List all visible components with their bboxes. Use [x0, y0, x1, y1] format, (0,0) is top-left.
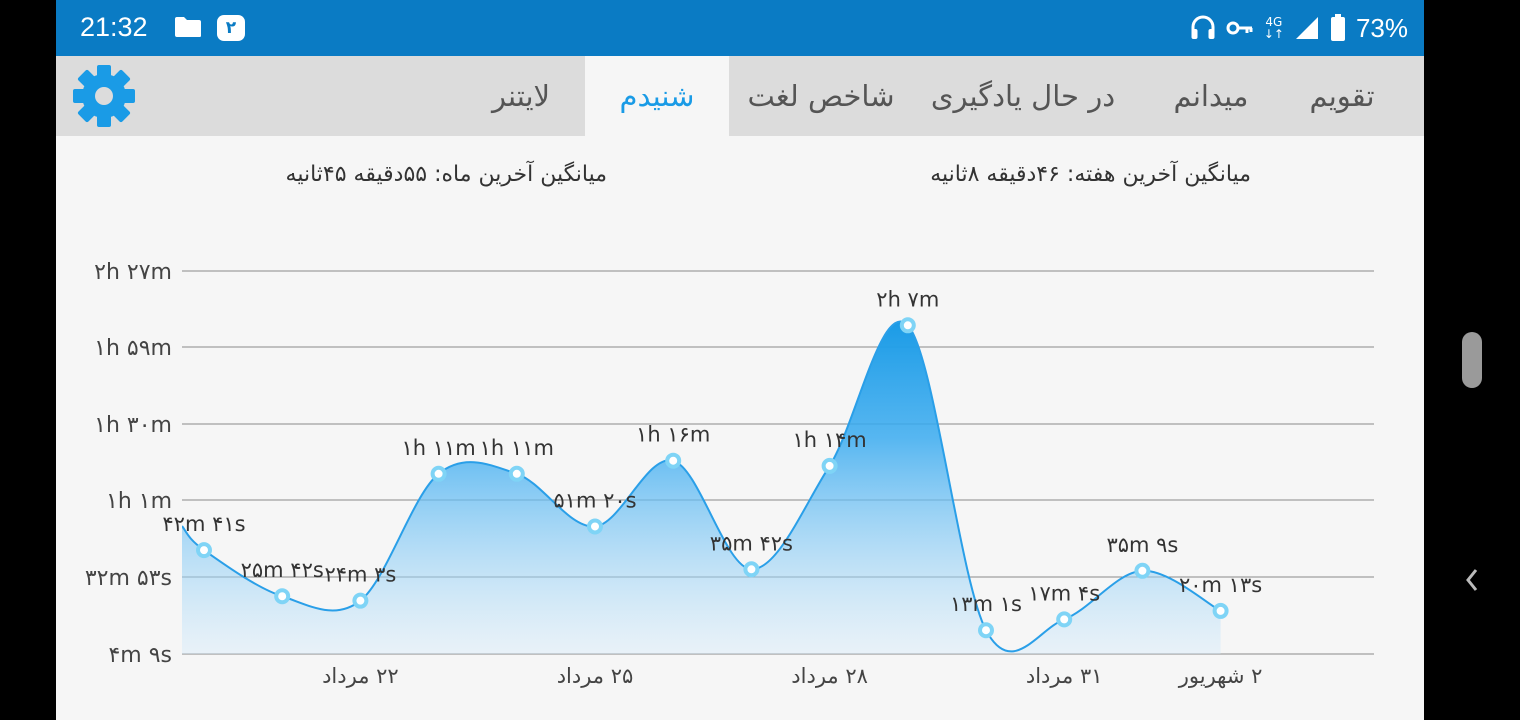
data-point: [352, 592, 369, 609]
data-point: [978, 622, 994, 639]
tab-calendar[interactable]: تقویم: [1309, 79, 1375, 113]
x-tick-label: ۲۵ مرداد: [557, 664, 634, 688]
data-label: ۱۳m ۱s: [950, 592, 1022, 616]
data-point: [274, 588, 291, 605]
y-tick-label: ۲h ۲۷m: [94, 260, 172, 285]
listening-time-chart: ۴m ۹s ۳۲m ۵۳s ۱h ۱m ۱h ۳۰m ۱h ۵۹m ۲h ۲۷m ۲۲ مر…: [85, 260, 1374, 688]
data-label: ۲۴m ۳s: [324, 563, 396, 587]
chevron-left-icon[interactable]: [1462, 566, 1482, 594]
y-tick-label: ۱h ۳۰m: [94, 413, 172, 438]
settings-gear-icon[interactable]: [72, 64, 136, 128]
data-point: [1212, 602, 1229, 619]
data-label: ۳۵m ۴۲s: [710, 531, 793, 555]
data-label: ۲۵m ۴۲s: [241, 558, 324, 582]
tab-bar: تقویم میدانم در حال یادگیری شاخص لغت شنی…: [56, 56, 1424, 136]
network-type: 4G: [1265, 15, 1283, 29]
y-tick-label: ۱h ۱m: [106, 489, 172, 514]
tab-heard[interactable]: شنیدم: [585, 56, 729, 136]
x-tick-label: ۲۲ مرداد: [322, 664, 399, 688]
data-point: [1056, 611, 1073, 628]
data-point: [821, 457, 838, 474]
clock: 21:32: [80, 12, 148, 42]
vpn-key-icon: [1226, 21, 1253, 35]
data-point: [196, 542, 212, 559]
scroll-handle[interactable]: [1462, 332, 1482, 388]
app-frame: 21:32 ۲ 4G ↓↑: [56, 0, 1424, 720]
battery-percent: 73%: [1355, 12, 1408, 43]
data-point: [899, 317, 916, 334]
status-icons: 4G ↓↑ 73%: [1190, 10, 1408, 46]
y-tick-label: ۱h ۵۹m: [94, 336, 172, 361]
data-label: ۳۵m ۹s: [1106, 533, 1178, 557]
data-point: [665, 452, 682, 469]
status-bar: 21:32 ۲ 4G ↓↑: [56, 0, 1424, 56]
data-point: [743, 561, 760, 578]
chart-area-fill: [182, 321, 1221, 654]
data-label: ۲h ۷m: [876, 287, 939, 311]
x-tick-label: ۲ شهریور: [1178, 664, 1263, 688]
data-point: [587, 518, 603, 535]
data-label: ۱h ۱۴m: [792, 428, 866, 452]
y-tick-label: ۴m ۹s: [108, 643, 172, 668]
tab-known[interactable]: میدانم: [1173, 79, 1249, 113]
data-label: ۱h ۱۶m: [636, 423, 710, 447]
data-arrows-icon: ↓↑: [1263, 27, 1284, 41]
y-tick-label: ۳۲m ۵۳s: [85, 566, 172, 591]
notification-badge: ۲: [217, 15, 245, 41]
battery-icon: [1330, 14, 1345, 41]
data-label: ۱۷m ۴s: [1028, 581, 1100, 605]
data-point: [508, 465, 525, 482]
signal-icon: [1295, 17, 1318, 39]
folder-icon: [175, 17, 201, 37]
data-label: ۵۱m ۲۰s: [553, 488, 636, 512]
tab-leitner[interactable]: لایتنر: [491, 79, 551, 113]
tab-learning[interactable]: در حال یادگیری: [930, 79, 1116, 113]
data-label: ۱h ۱۱m: [401, 436, 475, 460]
data-point: [430, 465, 447, 482]
tab-word-index[interactable]: شاخص لغت: [747, 79, 895, 113]
x-tick-label: ۲۸ مرداد: [791, 664, 868, 688]
data-label: ۲۰m ۱۳s: [1179, 573, 1262, 597]
network-indicator: 4G ↓↑: [1264, 16, 1284, 40]
x-tick-label: ۳۱ مرداد: [1026, 664, 1103, 688]
data-point: [1134, 562, 1151, 579]
data-label: ۱h ۱۱m: [480, 436, 554, 460]
monthly-average: میانگین آخرین ماه: ۵۵دقیقه ۴۵ثانیه: [285, 162, 607, 187]
headset-icon: [1191, 15, 1215, 39]
chart-line: [182, 320, 1222, 653]
data-label: ۴۲m ۴۱s: [162, 512, 245, 536]
weekly-average: میانگین آخرین هفته: ۴۶دقیقه ۸ثانیه: [930, 162, 1251, 187]
